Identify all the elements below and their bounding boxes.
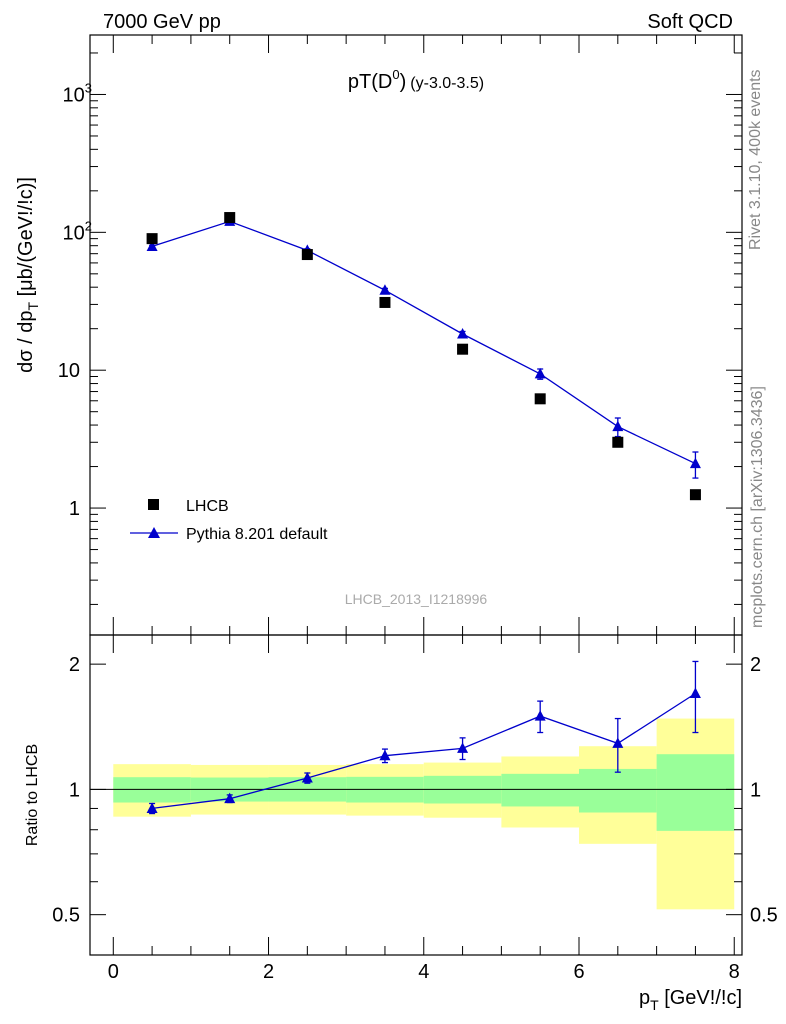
rivet-version-label: Rivet 3.1.10, 400k events: [747, 69, 764, 250]
legend-lhcb-marker: [148, 499, 159, 510]
ratio-pythia-point: [301, 772, 313, 783]
ratio-pythia-line: [152, 692, 696, 810]
x-tick-label: 0: [108, 961, 119, 983]
lhcb-point: [379, 296, 391, 308]
main-y-tick-label: 103: [63, 80, 92, 106]
legend-pythia-marker: [148, 527, 160, 538]
header-right-label: Soft QCD: [647, 11, 733, 33]
ratio-pythia-point: [612, 737, 624, 748]
ratio-bands-layer: [90, 718, 742, 910]
header-left-label: 7000 GeV pp: [103, 11, 221, 33]
x-tick-label: 6: [573, 961, 584, 983]
ratio-band-inner: [579, 768, 657, 813]
pythia-point: [612, 420, 624, 432]
ratio-y-axis-label: Ratio to LHCB: [24, 744, 41, 846]
ratio-y-tick-label-right: 0.5: [750, 905, 778, 927]
ratio-y-tick-label: 0.5: [52, 905, 80, 927]
x-axis: 0 2 4 6 8: [108, 35, 740, 983]
ratio-pythia-point: [146, 802, 158, 813]
main-panel-frame: [89, 34, 743, 636]
ratio-band-inner: [501, 773, 579, 807]
lhcb-point: [534, 393, 546, 405]
lhcb-point: [612, 436, 624, 448]
pythia-line: [151, 220, 696, 465]
legend: LHCB Pythia 8.201 default: [130, 498, 328, 543]
ratio-band-inner: [656, 754, 735, 831]
ratio-pythia-point: [534, 710, 546, 721]
main-y-axis-label: dσ / dpT [μb/(GeV!/!c)]: [15, 177, 41, 373]
main-y-tick-label: 10: [58, 360, 80, 382]
ratio-y-tick-label-right: 2: [750, 654, 761, 676]
analysis-watermark: LHCB_2013_I1218996: [345, 591, 488, 607]
lhcb-point: [301, 249, 313, 261]
pythia-point: [457, 328, 469, 339]
x-tick-label: 2: [263, 961, 274, 983]
main-y-tick-label: 102: [63, 218, 92, 244]
ratio-panel-frame: [89, 634, 743, 956]
main-y-tick-label: 1: [69, 498, 80, 520]
ratio-frame-rect: [89, 634, 743, 956]
main-series-layer: [146, 212, 701, 501]
pythia-point: [689, 457, 701, 469]
main-y-axis: 1 10 102 103: [58, 52, 742, 605]
legend-pythia-label: Pythia 8.201 default: [186, 526, 328, 543]
pythia-point: [146, 240, 158, 251]
pythia-point: [534, 367, 546, 379]
lhcb-point: [224, 212, 236, 224]
legend-lhcb-label: LHCB: [186, 498, 229, 515]
x-tick-label: 8: [729, 961, 740, 983]
main-frame-rect: [89, 34, 743, 636]
x-axis-label: pT [GeV!/!c]: [639, 987, 742, 1013]
ratio-y-axis: 0.5 0.5 1 1 2 2: [52, 654, 778, 956]
ratio-pythia-point: [457, 742, 469, 753]
pythia-point: [379, 284, 391, 295]
ratio-pythia-point: [379, 749, 391, 761]
ratio-y-tick-label-right: 1: [750, 779, 761, 801]
lhcb-point: [457, 343, 469, 355]
lhcb-point: [146, 233, 158, 245]
ratio-y-tick-label: 1: [69, 779, 80, 801]
ratio-pythia-point: [689, 687, 701, 699]
main-chart-title: pT(D0) (y-3.0-3.5): [348, 67, 484, 93]
ratio-y-tick-label: 2: [69, 654, 80, 676]
ratio-pythia-point: [224, 792, 236, 804]
x-tick-label: 4: [418, 961, 429, 983]
ratio-series-layer: [146, 660, 701, 815]
lhcb-point: [689, 489, 701, 501]
mcplots-reference-label: mcplots.cern.ch [arXiv:1306.3436]: [749, 386, 766, 628]
